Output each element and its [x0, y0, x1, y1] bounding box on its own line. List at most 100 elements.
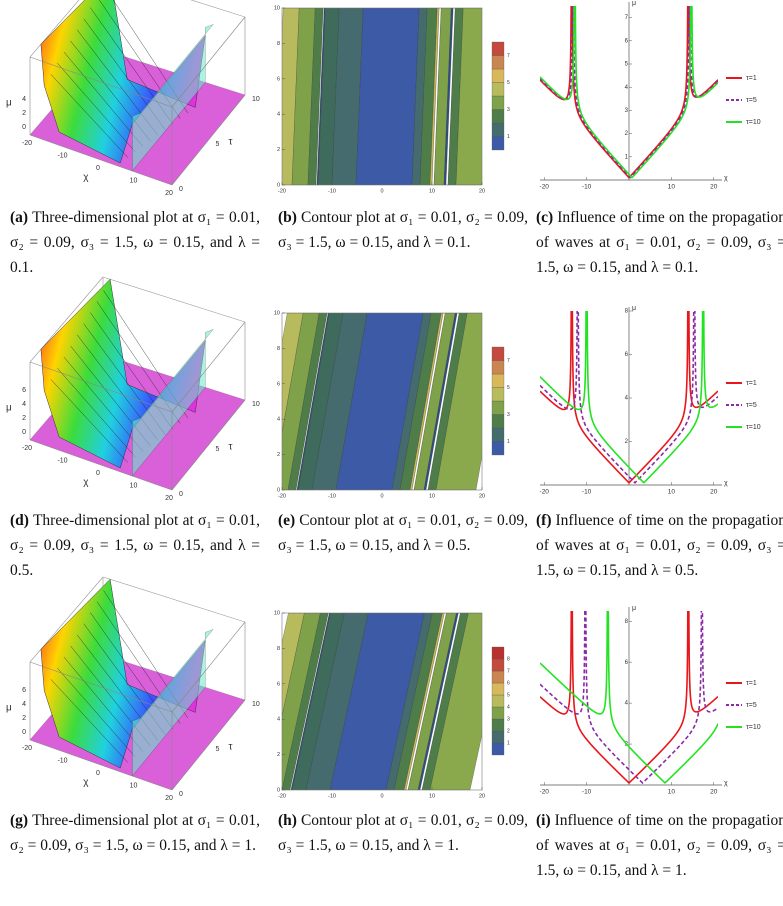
chi-tick-label: -10	[57, 152, 67, 159]
chi-tick-label: 0	[96, 770, 100, 777]
tau-tick-label: 5	[216, 746, 220, 753]
caption-label: (d)	[10, 512, 29, 529]
y-tick-label: 6	[277, 76, 280, 82]
x-tick-label: 10	[429, 188, 435, 194]
colorbar-cell	[491, 360, 505, 375]
contour-band	[419, 613, 461, 790]
colorbar-cell	[491, 730, 505, 744]
y-tick-label: 0	[277, 182, 280, 188]
box-edge	[29, 439, 173, 491]
contour-band	[329, 613, 425, 790]
mesh-line	[50, 379, 128, 463]
chi-tick-label: 10	[130, 782, 138, 789]
y-tick-label: 4	[277, 717, 280, 723]
y-tick-label: 0	[277, 787, 280, 793]
legend-label: τ=10	[746, 119, 761, 126]
bands	[282, 8, 482, 185]
colorbar-cell	[491, 742, 505, 756]
box-edge	[29, 739, 173, 791]
colorbar-cell	[491, 400, 505, 415]
mu-tick-label: 2	[22, 415, 26, 422]
box-edge	[171, 399, 246, 491]
y-tick-label: 2	[625, 131, 629, 137]
caption-label: (f)	[536, 512, 552, 529]
y-axis-label: μ	[632, 0, 636, 7]
colorbar-cell	[491, 706, 505, 720]
contour-band	[407, 613, 457, 790]
contour-band	[290, 613, 331, 790]
x-tick-label: -10	[582, 789, 592, 796]
colorbar-tick-label: 3	[507, 716, 510, 722]
tau-tick-label: 10	[252, 96, 260, 103]
box-edge	[171, 94, 246, 186]
contour-band	[297, 313, 344, 490]
box-edge	[29, 56, 173, 108]
box-edge	[102, 576, 246, 623]
y-tick-label: 4	[625, 85, 629, 91]
colorbar-cell	[491, 136, 505, 151]
mu-tick-label: 6	[22, 687, 26, 694]
x-tick-label: -10	[328, 188, 336, 194]
tau-tick-label: 0	[179, 791, 183, 798]
caption: (c) Influence of time on the propagation …	[536, 205, 783, 280]
contour-band	[405, 613, 447, 790]
y-tick-label: 6	[625, 38, 629, 44]
contour-band	[435, 313, 482, 490]
x-tick-label: 20	[710, 789, 718, 796]
contour-band	[289, 613, 330, 790]
y-tick-label: 6	[277, 381, 280, 387]
legend-label: τ=10	[746, 424, 761, 431]
mu-tick-label: 2	[22, 715, 26, 722]
colorbar-tick-label: 8	[507, 656, 510, 662]
colorbar-cell	[491, 694, 505, 708]
curve	[540, 311, 718, 484]
contour-band	[429, 8, 440, 185]
y-tick-label: 10	[274, 310, 280, 316]
curve	[540, 611, 718, 785]
caption-text: Influence of time on the propagation of …	[536, 209, 783, 276]
bands	[282, 613, 482, 790]
contour-band	[419, 8, 438, 185]
x-tick-label: 20	[479, 493, 485, 499]
caption-label: (i)	[536, 812, 551, 829]
colorbar-cell	[491, 718, 505, 732]
x-axis-label: χ	[724, 480, 728, 487]
box-edge	[171, 621, 246, 713]
contour-band	[305, 613, 369, 790]
curve	[540, 6, 718, 179]
y-tick-label: 0	[277, 487, 280, 493]
colorbar-tick-label: 4	[507, 704, 510, 710]
caption-text: Contour plot at σ₁ = 0.01, σ₂ = 0.09, σ₃…	[278, 812, 528, 854]
contour-band	[413, 313, 456, 490]
caption-label: (c)	[536, 209, 554, 226]
colorbar-tick-label: 5	[507, 80, 510, 86]
contour-band	[287, 313, 328, 490]
mu-tick-label: 4	[22, 701, 26, 708]
caption-label: (e)	[278, 512, 296, 529]
contour-band	[355, 8, 420, 185]
tau-tick-label: 0	[179, 491, 183, 498]
contour-band	[429, 613, 482, 790]
contour-band	[385, 613, 433, 790]
tau-label: τ	[229, 742, 233, 753]
mu-tick-label: 4	[22, 401, 26, 408]
curves	[540, 311, 718, 484]
colorbar-cell	[491, 109, 505, 124]
plot-3d: -20 -10 0 10 20 0 5 10 0 2 4 6 χ τ μ	[6, 576, 260, 802]
colorbar-cell	[491, 122, 505, 137]
contour-band	[431, 8, 442, 185]
x-tick-label: 10	[429, 793, 435, 799]
y-tick-label: 7	[625, 15, 629, 21]
contour-band	[427, 313, 468, 490]
legend-label: τ=10	[746, 724, 761, 731]
mesh-line	[50, 679, 128, 763]
tau-label: τ	[229, 137, 233, 148]
contour-band	[335, 313, 424, 490]
contour-band	[393, 613, 443, 790]
mu-label: μ	[6, 403, 12, 414]
contour-band	[391, 313, 432, 490]
mesh-line	[50, 74, 128, 158]
caption: (e) Contour plot at σ₁ = 0.01, σ₂ = 0.09,…	[278, 508, 528, 558]
chi-label: χ	[83, 172, 89, 183]
